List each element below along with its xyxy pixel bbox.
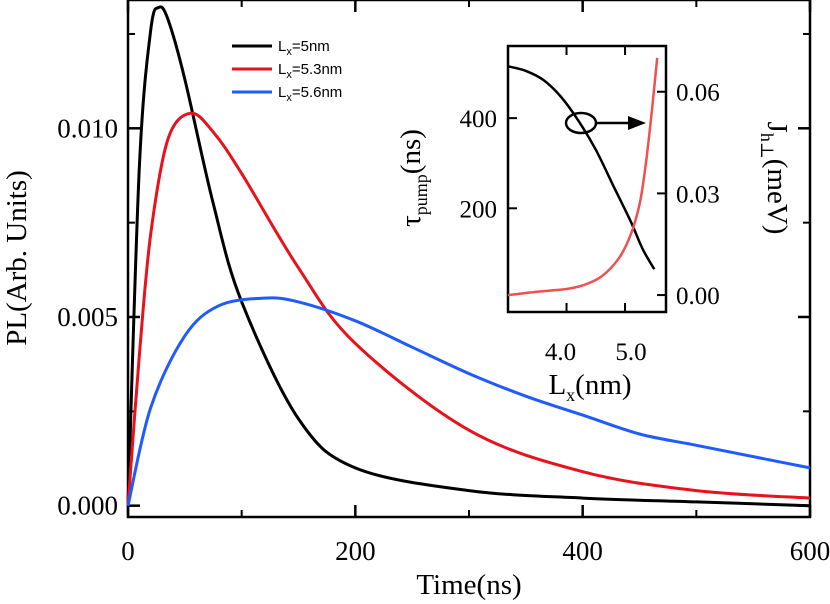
series-line-3 <box>126 296 811 507</box>
x-tick-label: 600 <box>790 536 830 566</box>
y-axis-title: PL(Arb. Units) <box>1 170 33 346</box>
main-ticks <box>126 0 812 517</box>
inset-series-line-1 <box>507 65 656 270</box>
inset-right-tick-label: 0.00 <box>676 283 720 310</box>
x-tick-label: 200 <box>335 536 376 566</box>
y-tick-label: 0.010 <box>57 113 118 143</box>
inset-ticks <box>508 46 666 312</box>
inset-series <box>507 57 659 297</box>
inset-right-axis-title: Jh⊥(meV) <box>757 122 793 235</box>
legend-label-1: Lx=5nm <box>278 38 330 58</box>
series-line-1 <box>126 5 811 508</box>
legend-label-3: Lx=5.6nm <box>278 84 342 104</box>
inset-series-line-2 <box>507 57 659 297</box>
inset-plot-frame <box>506 44 668 314</box>
inset-annotation-arrow-head <box>628 116 646 130</box>
y-tick-label: 0.000 <box>57 491 118 521</box>
inset-right-tick-label: 0.03 <box>676 181 720 208</box>
main-series <box>126 5 811 508</box>
inset-tick-labels: 4.0 5.0 200 400 0.00 0.03 0.06 <box>460 80 720 366</box>
x-tick-label: 400 <box>562 536 603 566</box>
legend-label-2: Lx=5.3nm <box>278 61 342 81</box>
main-plot-frame <box>126 0 812 519</box>
main-tick-labels: 0 200 400 600 0.000 0.005 0.010 <box>57 113 830 566</box>
inset-x-tick-label: 5.0 <box>615 339 646 366</box>
inset-x-axis-title: Lx(nm) <box>548 369 631 405</box>
inset-right-tick-label: 0.06 <box>676 80 720 107</box>
series-line-2 <box>126 111 811 506</box>
inset-x-tick-label: 4.0 <box>545 339 576 366</box>
legend: Lx=5nm Lx=5.3nm Lx=5.6nm <box>232 38 342 104</box>
inset-left-tick-label: 400 <box>460 106 498 133</box>
y-tick-label: 0.005 <box>57 302 118 332</box>
inset-left-tick-label: 200 <box>460 196 498 223</box>
x-tick-label: 0 <box>121 536 135 566</box>
x-axis-title: Time(ns) <box>416 569 521 601</box>
inset-left-axis-title: τpump(ns) <box>395 129 431 227</box>
